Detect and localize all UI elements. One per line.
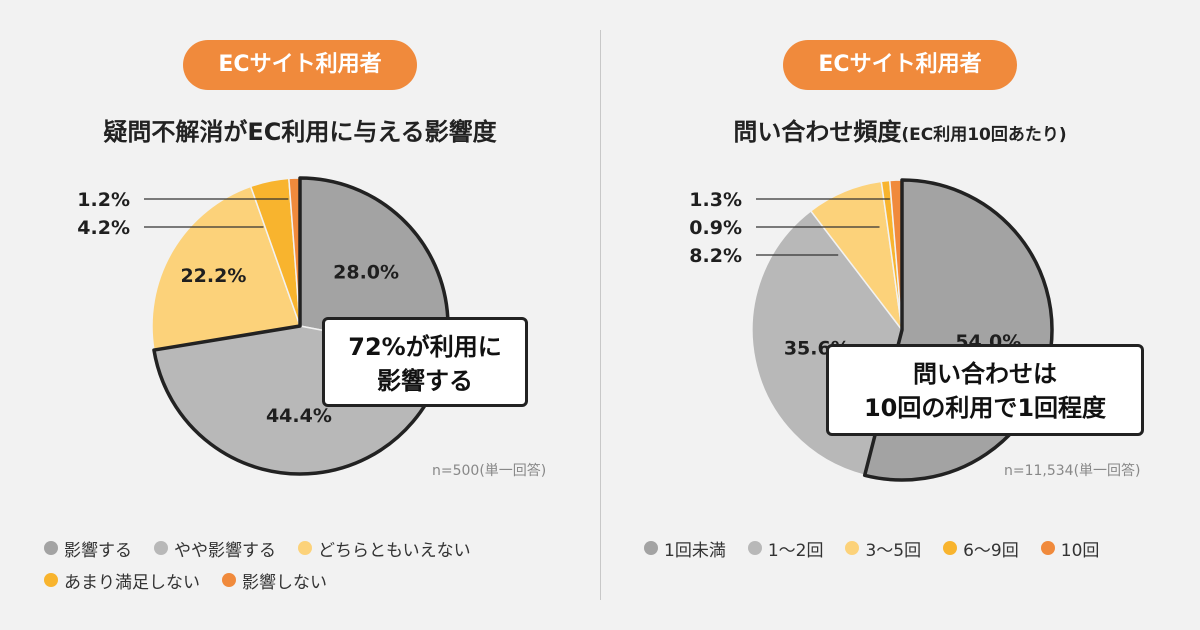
right-callout-label-3: 0.9% <box>689 217 742 239</box>
right-legend-item-0: 1回未満 <box>644 538 726 561</box>
left-callout-label-3: 4.2% <box>77 217 130 239</box>
left-sample-size: n=500(単一回答) <box>432 463 547 479</box>
right-legend-swatch-4 <box>1040 541 1055 555</box>
right-chart-title: 問い合わせ頻度(EC利用10回あたり) <box>600 112 1200 147</box>
right-badge: ECサイト利用者 <box>783 40 1017 90</box>
right-legend: 1回未満 1〜2回 3〜5回 6〜9回 10回 <box>644 538 1174 561</box>
left-highlight-outline <box>152 176 450 476</box>
left-legend-item-4: 影響しない <box>222 570 327 593</box>
left-legend-item-0: 影響する <box>44 538 132 561</box>
center-divider <box>600 30 601 600</box>
left-chart-title: 疑問不解消がEC利用に与える影響度 <box>103 118 497 146</box>
right-legend-label-3: 6〜9回 <box>963 540 1019 561</box>
left-legend-swatch-1 <box>154 541 168 555</box>
left-legend-label-1: やや影響する <box>174 540 276 561</box>
right-legend-label-4: 10回 <box>1060 540 1100 561</box>
right-legend-label-1: 1〜2回 <box>767 540 824 561</box>
right-title-sub: (EC利用10回あたり) <box>901 125 1067 145</box>
right-legend-swatch-2 <box>845 541 860 555</box>
left-callout-line2: 影響する <box>377 367 473 395</box>
left-slice-label-1: 44.4% <box>266 405 332 427</box>
right-legend-swatch-3 <box>943 541 958 555</box>
right-callout-line1: 問い合わせは <box>913 360 1057 388</box>
left-legend-label-2: どちらともいえない <box>318 540 471 561</box>
left-legend-item-3: あまり満足しない <box>44 570 200 593</box>
left-legend: 影響する やや影響する どちらともいえないあまり満足しない 影響しない <box>44 538 574 593</box>
left-legend-swatch-4 <box>222 573 236 587</box>
left-legend-swatch-3 <box>44 573 58 587</box>
right-legend-item-4: 10回 <box>1040 538 1100 561</box>
right-callout-label-4: 1.3% <box>689 189 742 211</box>
right-legend-label-2: 3〜5回 <box>865 540 922 561</box>
right-legend-swatch-1 <box>747 541 762 555</box>
right-chart-panel: ECサイト利用者 問い合わせ頻度(EC利用10回あたり) 54.0% 35.6% 8… <box>600 0 1200 630</box>
left-callout-label-4: 1.2% <box>77 189 130 211</box>
left-chart-panel: ECサイト利用者 疑問不解消がEC利用に与える影響度 28.0% 44.4% 22.… <box>44 40 574 593</box>
right-legend-item-3: 6〜9回 <box>943 538 1019 561</box>
right-legend-label-0: 1回未満 <box>664 540 726 561</box>
right-legend-item-1: 1〜2回 <box>747 538 824 561</box>
right-title-main: 問い合わせ頻度 <box>733 118 902 146</box>
right-legend-swatch-0 <box>644 541 658 555</box>
left-slice-label-0: 28.0% <box>333 261 399 283</box>
right-callout-line2: 10回の利用で1回程度 <box>863 394 1107 422</box>
right-callout-box: 問い合わせは 10回の利用で1回程度 <box>826 344 1144 436</box>
left-slice-label-2: 22.2% <box>180 265 246 287</box>
right-sample-size: n=11,534(単一回答) <box>1004 463 1141 479</box>
left-legend-label-3: あまり満足しない <box>64 572 200 593</box>
right-legend-item-2: 3〜5回 <box>845 538 922 561</box>
left-callout-line1: 72%が利用に <box>348 333 502 361</box>
left-legend-swatch-0 <box>44 541 58 555</box>
left-callout-box: 72%が利用に 影響する <box>322 317 528 407</box>
left-legend-label-0: 影響する <box>64 540 132 561</box>
left-legend-swatch-2 <box>298 541 312 555</box>
left-legend-item-1: やや影響する <box>154 538 276 561</box>
right-callout-label-2: 8.2% <box>689 245 742 267</box>
left-badge: ECサイト利用者 <box>183 40 417 90</box>
left-legend-item-2: どちらともいえない <box>298 538 471 561</box>
left-legend-label-4: 影響しない <box>242 572 327 593</box>
